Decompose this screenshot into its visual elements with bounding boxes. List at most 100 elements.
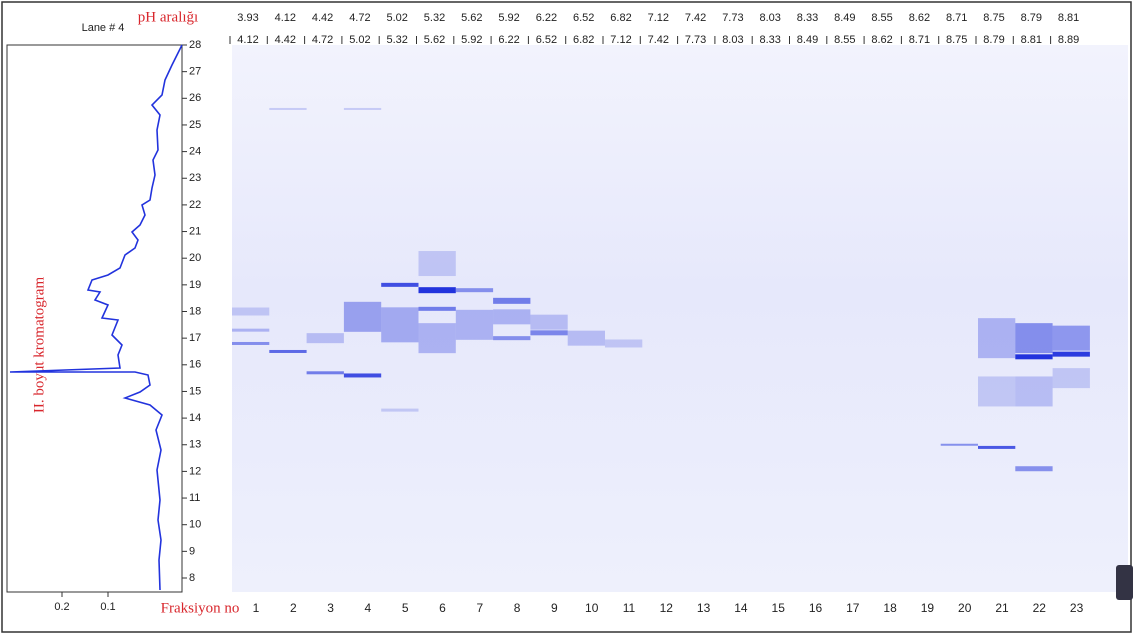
ph-to: 5.92 bbox=[461, 34, 482, 46]
fraction-number: 20 bbox=[958, 601, 972, 615]
ph-to: 7.73 bbox=[685, 34, 706, 46]
band bbox=[232, 328, 270, 332]
band bbox=[493, 309, 531, 325]
fraction-number: 3 bbox=[327, 601, 334, 615]
fraction-number: 19 bbox=[921, 601, 935, 615]
lane-axis-label: II. boyut kromatogram bbox=[31, 277, 47, 414]
ph-from: 4.12 bbox=[275, 12, 296, 24]
ph-to: 8.49 bbox=[797, 34, 818, 46]
y-tick-label: 21 bbox=[189, 225, 201, 237]
fraction-number: 7 bbox=[476, 601, 483, 615]
band bbox=[978, 318, 1016, 359]
chromatogram bbox=[9, 44, 183, 591]
ph-to: 6.82 bbox=[573, 34, 594, 46]
ph-from: 8.71 bbox=[946, 12, 967, 24]
ph-to: 8.89 bbox=[1058, 34, 1079, 46]
band bbox=[455, 288, 494, 293]
ph-from: 8.62 bbox=[909, 12, 930, 24]
ph-to: 8.71 bbox=[909, 34, 930, 46]
ph-label: pH aralığı bbox=[138, 9, 198, 25]
y-tick-label: 24 bbox=[189, 146, 201, 158]
y-tick-label: 19 bbox=[189, 279, 201, 291]
ph-from: 7.73 bbox=[722, 12, 743, 24]
ph-from: 5.62 bbox=[461, 12, 482, 24]
ph-from: 4.72 bbox=[349, 12, 370, 24]
ph-to: 5.02 bbox=[349, 34, 370, 46]
ph-to: 7.42 bbox=[648, 34, 669, 46]
ph-from: 8.33 bbox=[797, 12, 818, 24]
ph-to: 8.81 bbox=[1021, 34, 1042, 46]
band bbox=[381, 282, 419, 287]
band bbox=[418, 323, 456, 354]
fraction-number: 5 bbox=[402, 601, 409, 615]
fraction-number: 11 bbox=[623, 601, 636, 615]
y-tick-label: 20 bbox=[189, 252, 201, 264]
ph-from: 7.12 bbox=[648, 12, 669, 24]
ph-to: 5.62 bbox=[424, 34, 445, 46]
ph-to: 7.12 bbox=[610, 34, 631, 46]
ph-to: 8.62 bbox=[871, 34, 892, 46]
ph-to: 8.55 bbox=[834, 34, 855, 46]
ph-from: 4.42 bbox=[312, 12, 333, 24]
scroll-tab[interactable] bbox=[1116, 565, 1133, 600]
fraction-number: 13 bbox=[697, 601, 711, 615]
fraction-number: 14 bbox=[734, 601, 748, 615]
y-tick-label: 25 bbox=[189, 119, 201, 131]
ph-to: 8.03 bbox=[722, 34, 743, 46]
band bbox=[1015, 466, 1053, 472]
fraction-number: 10 bbox=[585, 601, 599, 615]
fraction-label: Fraksiyon no bbox=[161, 600, 240, 616]
y-tick-label: 18 bbox=[189, 305, 201, 317]
ph-to: 4.72 bbox=[312, 34, 333, 46]
ph-from: 8.55 bbox=[871, 12, 892, 24]
y-tick-label: 28 bbox=[189, 39, 201, 51]
ph-from: 8.49 bbox=[834, 12, 855, 24]
fraction-number: 1 bbox=[253, 601, 260, 615]
band bbox=[343, 373, 382, 378]
band bbox=[1015, 323, 1053, 354]
ph-from: 8.81 bbox=[1058, 12, 1079, 24]
fraction-number: 12 bbox=[660, 601, 674, 615]
ph-from: 6.82 bbox=[610, 12, 631, 24]
y-tick-label: 16 bbox=[189, 359, 201, 371]
fraction-number: 18 bbox=[883, 601, 897, 615]
y-tick-label: 10 bbox=[189, 519, 201, 531]
x-tick-label: 0.1 bbox=[100, 601, 115, 613]
ph-to: 5.32 bbox=[386, 34, 407, 46]
ph-to: 4.12 bbox=[237, 34, 258, 46]
fraction-number: 2 bbox=[290, 601, 297, 615]
y-tick-label: 9 bbox=[189, 545, 195, 557]
ph-from: 6.52 bbox=[573, 12, 594, 24]
band bbox=[978, 445, 1016, 449]
band bbox=[605, 339, 643, 348]
ph-from: 3.93 bbox=[237, 12, 258, 24]
bands bbox=[232, 107, 1090, 472]
fraction-number: 8 bbox=[514, 601, 521, 615]
ph-from: 5.92 bbox=[498, 12, 519, 24]
ph-to: 6.22 bbox=[498, 34, 519, 46]
band bbox=[1015, 376, 1053, 407]
fraction-number: 4 bbox=[365, 601, 372, 615]
y-tick-label: 15 bbox=[189, 385, 201, 397]
ph-from: 8.75 bbox=[983, 12, 1004, 24]
ph-to: 6.52 bbox=[536, 34, 557, 46]
band bbox=[381, 307, 419, 343]
ph-to: 4.42 bbox=[275, 34, 296, 46]
ph-to: 8.33 bbox=[759, 34, 780, 46]
y-tick-label: 12 bbox=[189, 465, 201, 477]
heatmap bbox=[232, 45, 1128, 592]
y-tick-label: 14 bbox=[189, 412, 201, 424]
y-tick-label: 17 bbox=[189, 332, 201, 344]
band bbox=[343, 107, 382, 110]
band bbox=[1052, 368, 1090, 389]
fraction-number: 9 bbox=[551, 601, 558, 615]
y-tick-label: 26 bbox=[189, 92, 201, 104]
lane-panel bbox=[6, 44, 183, 593]
y-tick-label: 27 bbox=[189, 66, 201, 78]
band bbox=[1052, 325, 1090, 351]
y-tick-label: 11 bbox=[189, 492, 200, 504]
band bbox=[269, 349, 307, 353]
y-tick-label: 23 bbox=[189, 172, 201, 184]
